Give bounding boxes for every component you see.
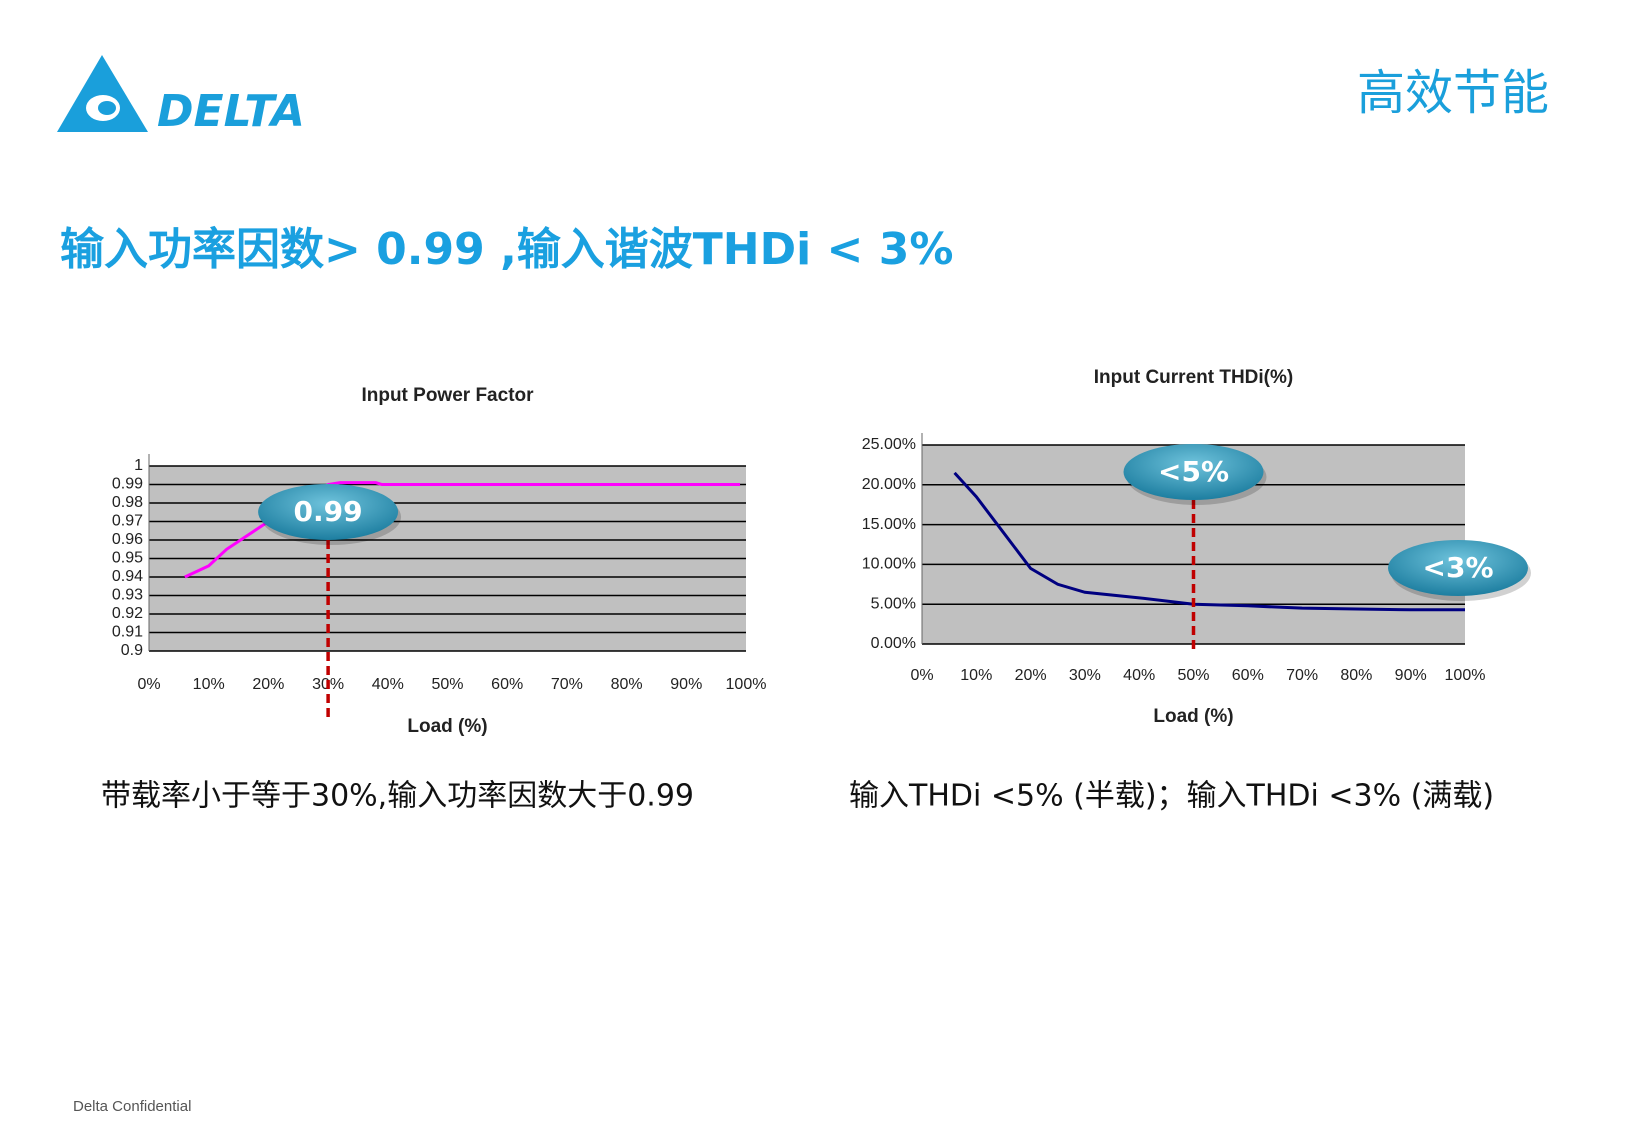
logo-text: DELTA xyxy=(157,86,305,137)
x-tick-label: 10% xyxy=(960,667,992,684)
x-tick-label: 80% xyxy=(1340,667,1372,684)
x-tick-label: 10% xyxy=(193,676,225,693)
x-tick-label: 100% xyxy=(1445,667,1486,684)
y-tick-label: 0.99 xyxy=(112,476,143,493)
x-tick-label: 80% xyxy=(611,676,643,693)
y-tick-label: 20.00% xyxy=(862,476,916,493)
callout-text: 0.99 xyxy=(294,495,363,528)
y-tick-label: 0.97 xyxy=(112,513,143,530)
x-axis-label: Load (%) xyxy=(407,716,487,737)
x-tick-label: 70% xyxy=(1286,667,1318,684)
x-tick-label: 0% xyxy=(910,667,933,684)
y-tick-label: 0.96 xyxy=(112,531,143,548)
logo-swirl-inner xyxy=(98,101,116,115)
x-tick-label: 20% xyxy=(252,676,284,693)
callout xyxy=(1388,540,1528,596)
callout xyxy=(258,484,399,540)
x-axis-label: Load (%) xyxy=(1153,706,1233,727)
callout xyxy=(1123,444,1264,500)
x-tick-label: 70% xyxy=(551,676,583,693)
y-tick-label: 0.98 xyxy=(112,494,143,511)
x-tick-label: 40% xyxy=(372,676,404,693)
x-tick-label: 20% xyxy=(1015,667,1047,684)
header-title: 高效节能 xyxy=(1357,65,1549,121)
x-tick-label: 50% xyxy=(431,676,463,693)
x-tick-label: 90% xyxy=(670,676,702,693)
logo: DELTA xyxy=(57,55,305,137)
slide-title: 输入功率因数> 0.99 ,输入谐波THDi < 3% xyxy=(60,224,953,275)
x-tick-label: 60% xyxy=(1232,667,1264,684)
data-line xyxy=(953,471,1465,612)
logo-triangle xyxy=(57,55,148,132)
y-tick-label: 0.92 xyxy=(112,605,143,622)
y-tick-label: 0.9 xyxy=(121,642,143,659)
y-tick-label: 5.00% xyxy=(871,595,916,612)
y-tick-label: 0.94 xyxy=(112,568,143,585)
y-tick-label: 1 xyxy=(134,457,143,474)
y-tick-label: 10.00% xyxy=(862,556,916,573)
x-tick-label: 60% xyxy=(491,676,523,693)
x-tick-label: 30% xyxy=(1069,667,1101,684)
y-tick-label: 0.93 xyxy=(112,587,143,604)
x-tick-label: 90% xyxy=(1395,667,1427,684)
callout-text: <5% xyxy=(1158,455,1229,488)
x-tick-label: 100% xyxy=(726,676,767,693)
y-tick-label: 0.95 xyxy=(112,550,143,567)
y-tick-label: 0.00% xyxy=(871,635,916,652)
x-tick-label: 50% xyxy=(1177,667,1209,684)
y-tick-label: 0.91 xyxy=(112,624,143,641)
chart-title: Input Power Factor xyxy=(361,385,534,406)
x-tick-label: 0% xyxy=(137,676,160,693)
y-tick-label: 25.00% xyxy=(862,436,916,453)
caption: 带载率小于等于30%,输入功率因数大于0.99 xyxy=(101,779,694,814)
chart-title: Input Current THDi(%) xyxy=(1094,367,1293,388)
caption: 输入THDi <5% (半载)；输入THDi <3% (满载) xyxy=(849,779,1494,814)
y-tick-label: 15.00% xyxy=(862,516,916,533)
footer: Delta Confidential xyxy=(73,1098,191,1115)
x-tick-label: 40% xyxy=(1123,667,1155,684)
callout-text: <3% xyxy=(1423,551,1494,584)
